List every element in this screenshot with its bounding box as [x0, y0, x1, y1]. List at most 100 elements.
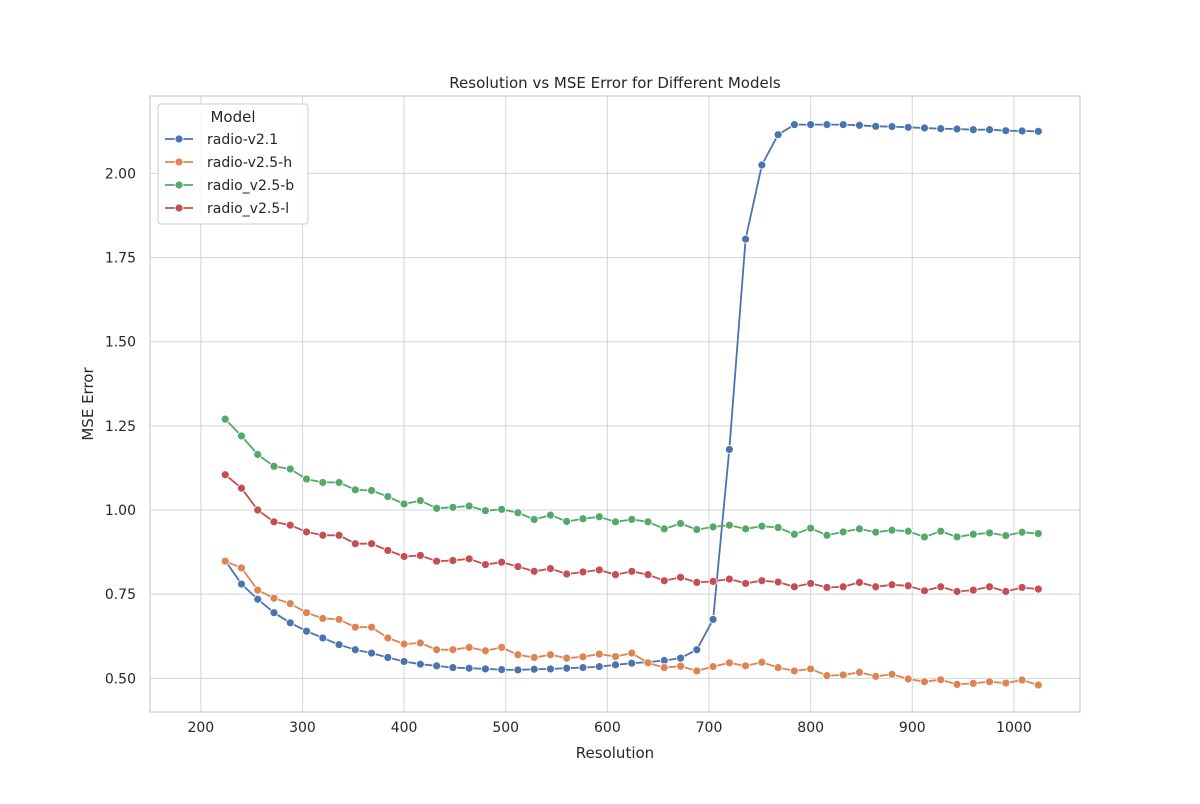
data-point — [773, 130, 783, 140]
data-point — [855, 120, 864, 130]
data-point — [936, 526, 946, 536]
data-point — [562, 653, 572, 663]
data-point — [789, 666, 799, 676]
data-point — [513, 562, 523, 571]
y-tick-label: 1.00 — [105, 503, 136, 519]
data-point — [594, 512, 604, 522]
data-point — [448, 502, 458, 512]
data-point — [594, 649, 604, 659]
legend-box — [157, 103, 309, 225]
data-point — [415, 551, 425, 560]
data-point — [757, 521, 767, 531]
chart-title: Resolution vs MSE Error for Different Mo… — [449, 74, 781, 92]
data-point — [806, 579, 816, 588]
data-point — [659, 524, 669, 534]
data-point — [822, 671, 832, 681]
x-tick-label: 700 — [696, 720, 723, 736]
data-point — [562, 517, 572, 526]
data-point — [481, 560, 490, 569]
y-tick-label: 1.75 — [105, 251, 136, 267]
data-point — [529, 653, 539, 662]
legend-item: radio_v2.5-b — [165, 178, 294, 194]
data-point — [464, 501, 474, 511]
data-point — [789, 582, 799, 592]
data-point — [546, 510, 555, 520]
y-tick-label: 2.00 — [105, 166, 136, 182]
data-point — [334, 478, 344, 487]
data-point — [269, 461, 279, 471]
data-point — [724, 574, 734, 584]
data-point — [546, 564, 555, 574]
data-point — [838, 582, 848, 592]
data-point — [985, 528, 994, 538]
data-point — [350, 622, 360, 632]
legend-item: radio-v2.1 — [165, 132, 278, 148]
data-point — [383, 546, 393, 555]
data-point — [936, 582, 946, 592]
data-point — [481, 664, 490, 674]
data-point — [383, 633, 393, 643]
legend-label: radio-v2.1 — [207, 132, 278, 148]
data-point — [285, 520, 295, 530]
data-point — [822, 530, 832, 540]
data-point — [838, 120, 848, 130]
y-tick-label: 1.50 — [105, 335, 136, 351]
data-point — [757, 657, 767, 667]
data-point — [302, 608, 311, 618]
data-point — [773, 663, 783, 672]
data-point — [497, 557, 507, 567]
data-point — [643, 517, 653, 527]
data-point — [627, 566, 637, 576]
data-point — [383, 492, 393, 501]
data-point — [1033, 529, 1043, 538]
data-point — [237, 431, 246, 441]
data-point — [529, 515, 539, 524]
data-point — [627, 648, 637, 658]
plot-frame — [149, 95, 1081, 713]
data-point — [546, 650, 555, 660]
data-point — [448, 556, 458, 565]
data-point — [237, 563, 246, 573]
x-tick-label: 900 — [899, 720, 926, 736]
data-point — [871, 121, 881, 131]
data-point — [237, 579, 246, 589]
data-point — [903, 526, 913, 536]
tick-labels: 200 300 400 500 600 700 800 900 1000 0.50 0.75 1.00… — [105, 166, 1032, 736]
data-point — [952, 124, 962, 134]
data-point — [464, 554, 474, 564]
legend-label: radio-v2.5-h — [207, 155, 292, 171]
data-point — [350, 645, 360, 655]
data-point — [415, 659, 425, 669]
data-point — [968, 125, 978, 135]
data-point — [285, 618, 295, 628]
data-point — [220, 470, 230, 480]
data-point — [724, 445, 734, 454]
legend-swatch-marker — [174, 203, 184, 213]
data-point — [578, 567, 588, 577]
data-point — [594, 565, 604, 575]
data-point — [513, 650, 523, 660]
data-point — [1017, 126, 1027, 136]
data-point — [692, 666, 702, 676]
data-point — [920, 586, 929, 596]
data-point — [741, 524, 751, 534]
legend-label: radio_v2.5-l — [207, 201, 289, 217]
x-tick-label: 800 — [797, 720, 824, 736]
data-point — [643, 658, 653, 668]
data-point — [318, 478, 328, 487]
data-point — [676, 519, 685, 528]
data-point — [936, 124, 946, 134]
data-point — [789, 529, 799, 539]
data-point — [676, 572, 685, 582]
legend-items: radio-v2.1 radio-v2.5-h radio_v2.5-b radio_… — [165, 132, 294, 217]
data-point — [643, 570, 653, 580]
data-point — [724, 520, 734, 530]
data-point — [985, 677, 994, 687]
y-axis-label: MSE Error — [79, 367, 97, 441]
data-point — [1033, 680, 1043, 690]
x-tick-label: 500 — [492, 720, 519, 736]
legend-title: Model — [210, 108, 255, 126]
data-point — [1001, 587, 1011, 596]
data-point — [968, 529, 978, 539]
